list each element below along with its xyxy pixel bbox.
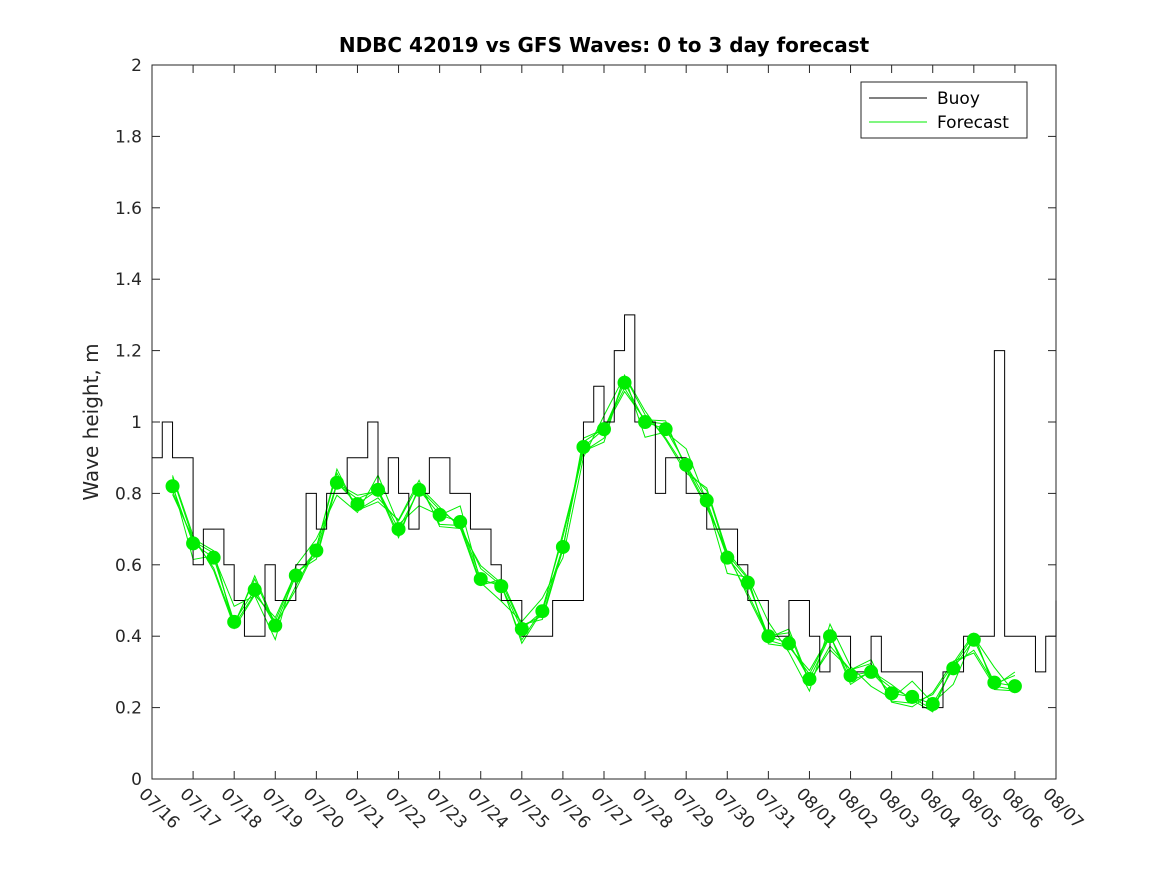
forecast-point <box>843 668 858 683</box>
forecast-point <box>966 632 981 647</box>
forecast-point <box>165 479 180 494</box>
forecast-point <box>309 543 324 558</box>
forecast-point <box>925 697 940 712</box>
y-axis: 0 0.2 0.4 0.6 0.8 1 1.2 1.4 1.6 1.8 2 <box>115 56 1056 790</box>
x-tick-label: 07/19 <box>258 784 307 833</box>
forecast-line <box>172 374 1016 704</box>
forecast-point <box>740 575 755 590</box>
legend-box <box>860 81 1028 139</box>
forecast-point <box>1007 679 1022 694</box>
x-tick-label: 07/18 <box>217 784 266 833</box>
x-tick-label: 07/17 <box>176 784 225 833</box>
x-tick-label: 07/21 <box>340 784 389 833</box>
legend-buoy-label: Buoy <box>937 89 980 109</box>
forecast-point <box>679 457 694 472</box>
forecast-point <box>699 493 714 508</box>
forecast-point <box>453 514 468 529</box>
x-tick-label: 07/28 <box>628 784 677 833</box>
forecast-point <box>186 536 201 551</box>
y-tick-label: 2 <box>131 56 142 76</box>
legend-forecast-label: Forecast <box>937 113 1009 133</box>
forecast-point <box>268 618 283 633</box>
x-tick-label: 07/26 <box>545 784 594 833</box>
x-tick-label: 08/06 <box>997 784 1046 833</box>
forecast-point <box>884 686 899 701</box>
y-tick-label: 0 <box>131 770 142 790</box>
forecast-point <box>555 539 570 554</box>
x-tick-label: 07/24 <box>463 784 512 833</box>
forecast-point <box>761 629 776 644</box>
forecast-point <box>412 482 427 497</box>
x-tick-label: 08/05 <box>956 784 1005 833</box>
y-tick-label: 1 <box>131 413 142 433</box>
forecast-point <box>391 522 406 537</box>
forecast-point <box>350 497 365 512</box>
x-tick-label: 07/27 <box>586 784 635 833</box>
forecast-point <box>247 582 262 597</box>
forecast-point <box>535 604 550 619</box>
x-tick-label: 08/02 <box>833 784 882 833</box>
forecast-point <box>227 614 242 629</box>
y-tick-label: 1.4 <box>115 270 142 290</box>
y-tick-label: 1.6 <box>115 199 142 219</box>
forecast-point <box>494 579 509 594</box>
forecast-point <box>473 572 488 587</box>
forecast-point <box>617 375 632 390</box>
forecast-point <box>905 689 920 704</box>
y-tick-label: 0.6 <box>115 556 142 576</box>
forecast-point <box>432 507 447 522</box>
forecast-point <box>597 422 611 437</box>
y-tick-label: 1.8 <box>115 127 142 147</box>
x-tick-label: 08/07 <box>1038 784 1087 833</box>
forecast-point <box>206 550 221 565</box>
forecast-point <box>514 622 529 637</box>
x-tick-label: 07/31 <box>751 784 800 833</box>
y-tick-label: 0.8 <box>115 484 142 504</box>
forecast-point <box>720 550 735 565</box>
forecast-point <box>576 439 591 454</box>
chart-title: NDBC 42019 vs GFS Waves: 0 to 3 day fore… <box>339 33 870 57</box>
y-tick-label: 1.2 <box>115 342 142 362</box>
legend: Buoy Forecast <box>860 81 1028 139</box>
forecast-point <box>781 636 796 651</box>
x-tick-label: 07/30 <box>710 784 759 833</box>
forecast-point <box>658 422 673 437</box>
forecast-points <box>165 375 1022 712</box>
x-tick-label: 07/20 <box>299 784 348 833</box>
x-tick-label: 07/23 <box>422 784 471 833</box>
y-tick-label: 0.2 <box>115 699 142 719</box>
x-tick-label: 08/01 <box>792 784 841 833</box>
forecast-point <box>802 672 817 687</box>
x-tick-label: 08/03 <box>874 784 923 833</box>
forecast-point <box>288 568 303 583</box>
x-tick-label: 08/04 <box>915 784 964 833</box>
forecast-point <box>864 664 879 679</box>
y-tick-label: 0.4 <box>115 627 142 647</box>
forecast-point <box>987 675 1002 690</box>
forecast-point <box>638 415 653 429</box>
forecast-point <box>329 475 344 490</box>
forecast-point <box>371 482 385 497</box>
y-axis-label: Wave height, m <box>79 343 103 500</box>
forecast-point <box>823 629 837 644</box>
x-tick-label: 07/22 <box>381 784 430 833</box>
x-tick-label: 07/25 <box>504 784 553 833</box>
x-tick-label: 07/16 <box>134 784 183 833</box>
forecast-point <box>946 661 961 676</box>
x-tick-label: 07/29 <box>669 784 718 833</box>
